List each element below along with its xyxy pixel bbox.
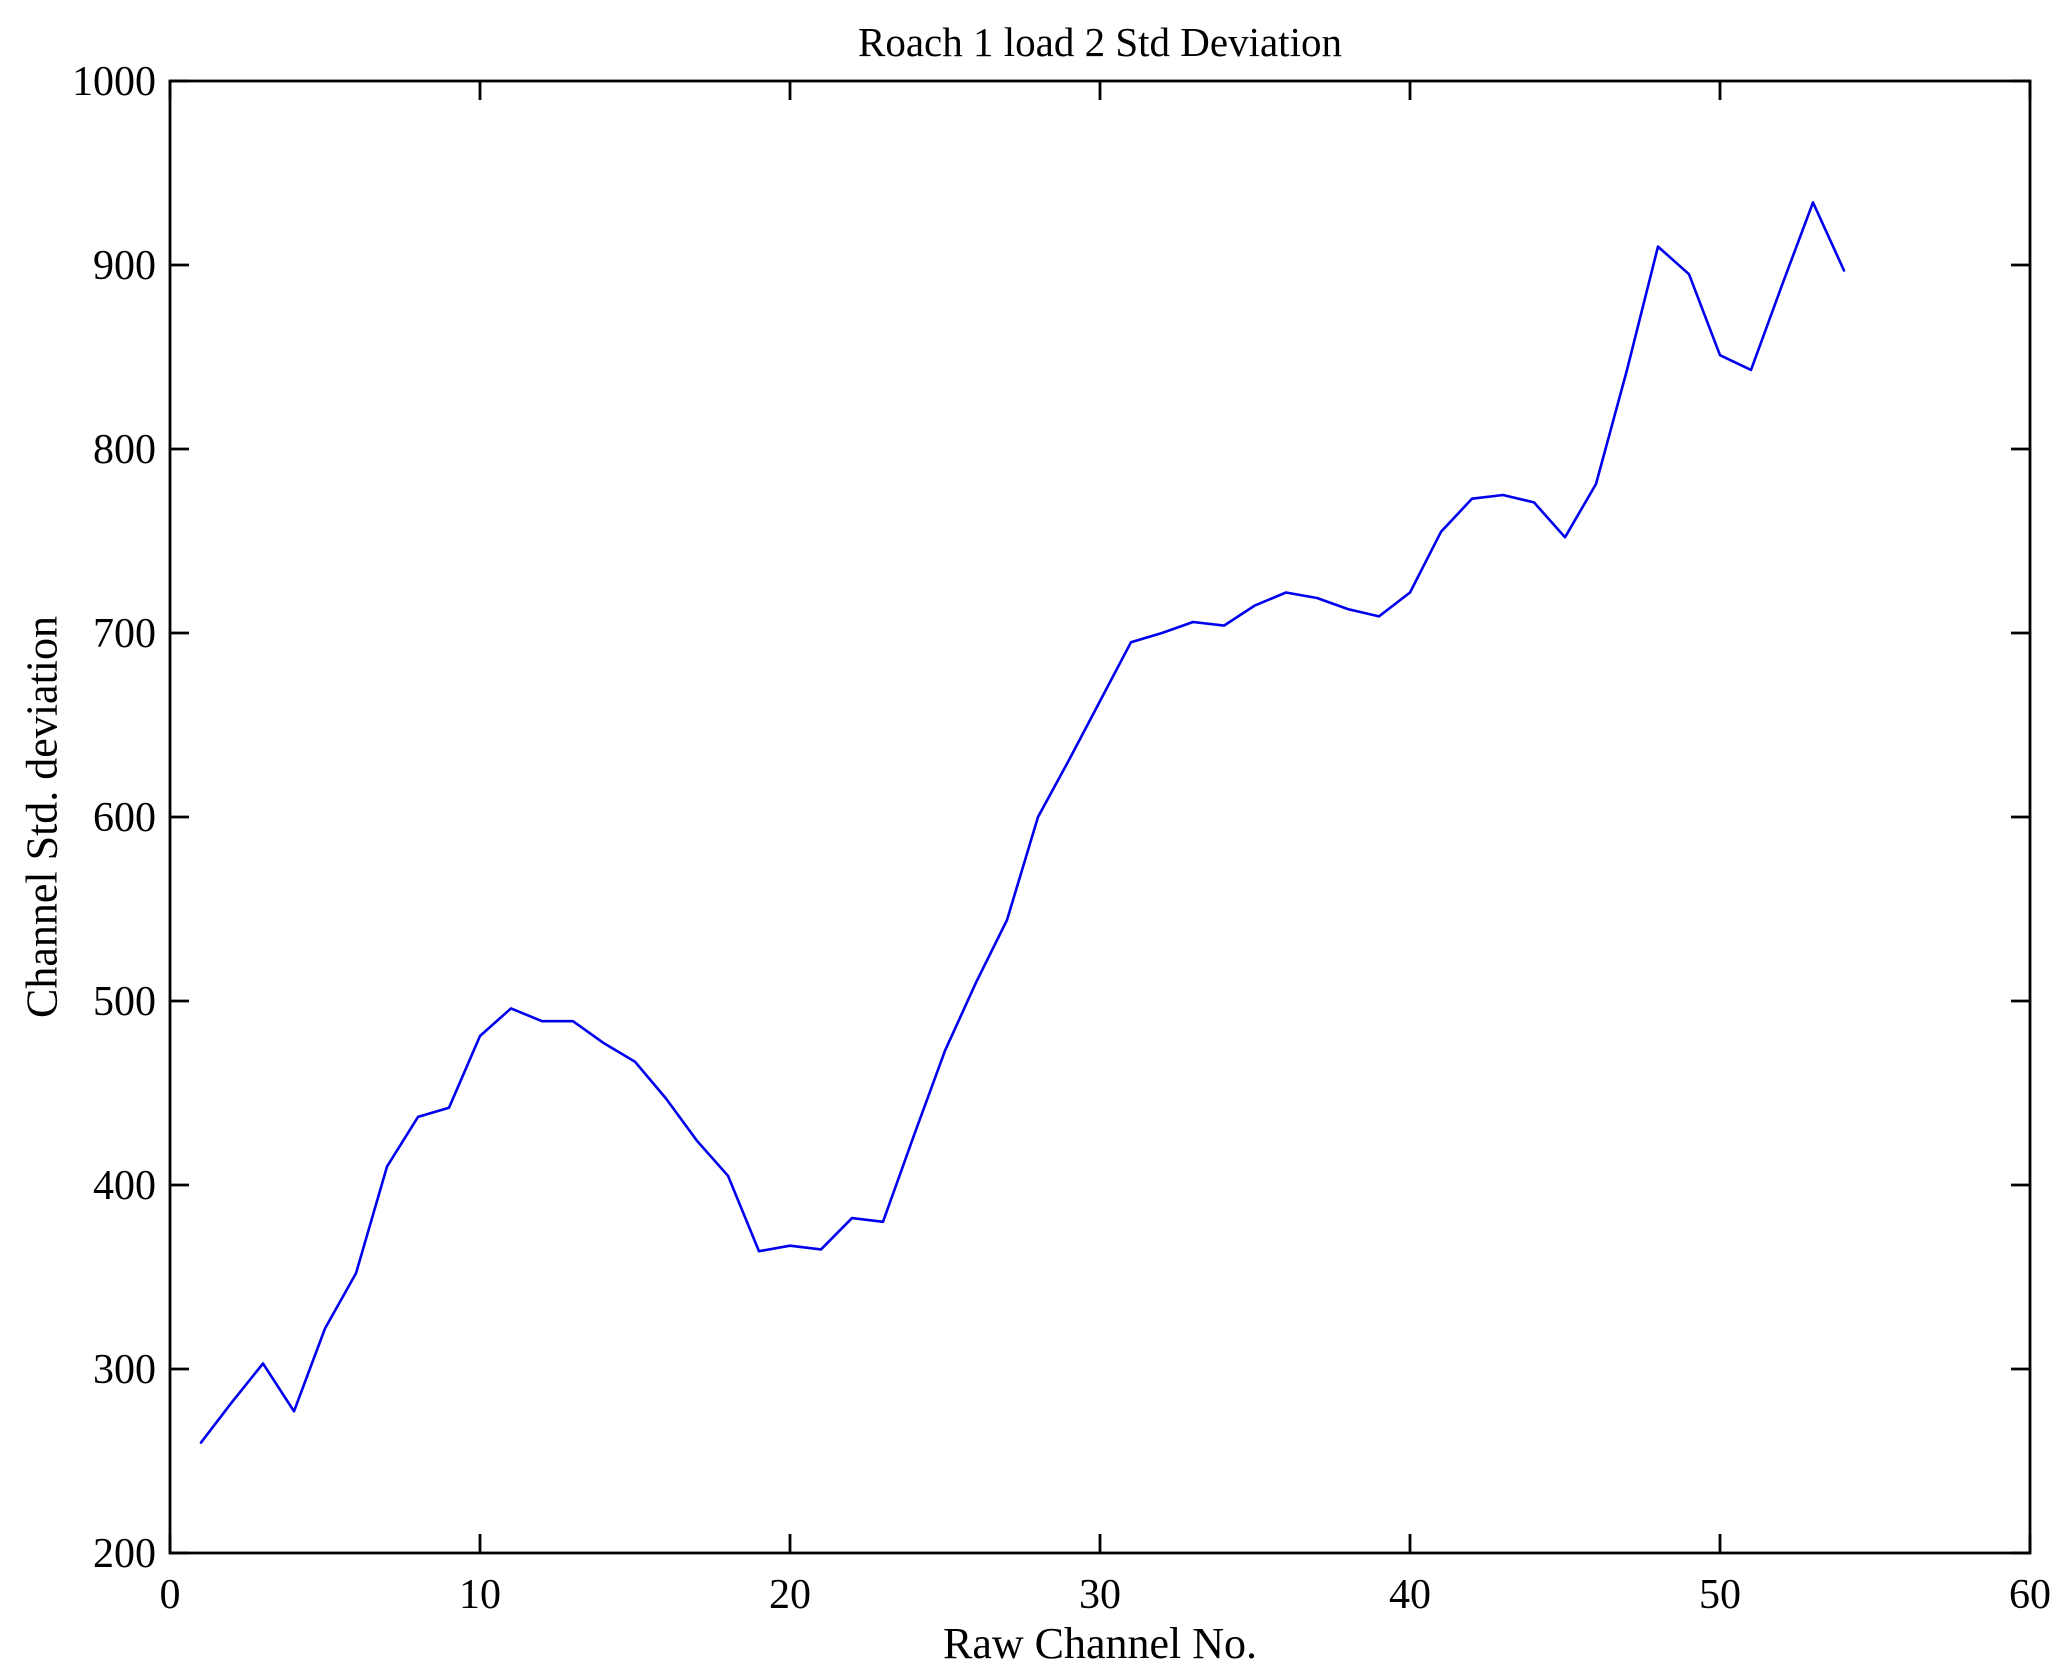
y-tick-label: 200 (93, 1531, 156, 1577)
x-tick-label: 60 (2009, 1572, 2051, 1618)
y-tick-label: 500 (93, 979, 156, 1025)
y-tick-label: 900 (93, 243, 156, 289)
y-tick-label: 700 (93, 611, 156, 657)
x-tick-label: 10 (459, 1572, 501, 1618)
y-tick-label: 1000 (72, 59, 156, 105)
x-tick-label: 50 (1699, 1572, 1741, 1618)
y-tick-label: 800 (93, 427, 156, 473)
x-tick-label: 20 (769, 1572, 811, 1618)
x-tick-label: 30 (1079, 1572, 1121, 1618)
x-axis-label: Raw Channel No. (942, 1619, 1258, 1668)
chart-title: Roach 1 load 2 Std Deviation (858, 19, 1342, 65)
x-tick-label: 40 (1389, 1572, 1431, 1618)
y-tick-label: 600 (93, 795, 156, 841)
x-tick-label: 0 (160, 1572, 181, 1618)
y-tick-label: 300 (93, 1347, 156, 1393)
y-axis-label: Channel Std. deviation (17, 615, 67, 1019)
plot-box (168, 79, 2032, 1555)
data-line (199, 201, 1846, 1444)
y-tick-label: 400 (93, 1163, 156, 1209)
